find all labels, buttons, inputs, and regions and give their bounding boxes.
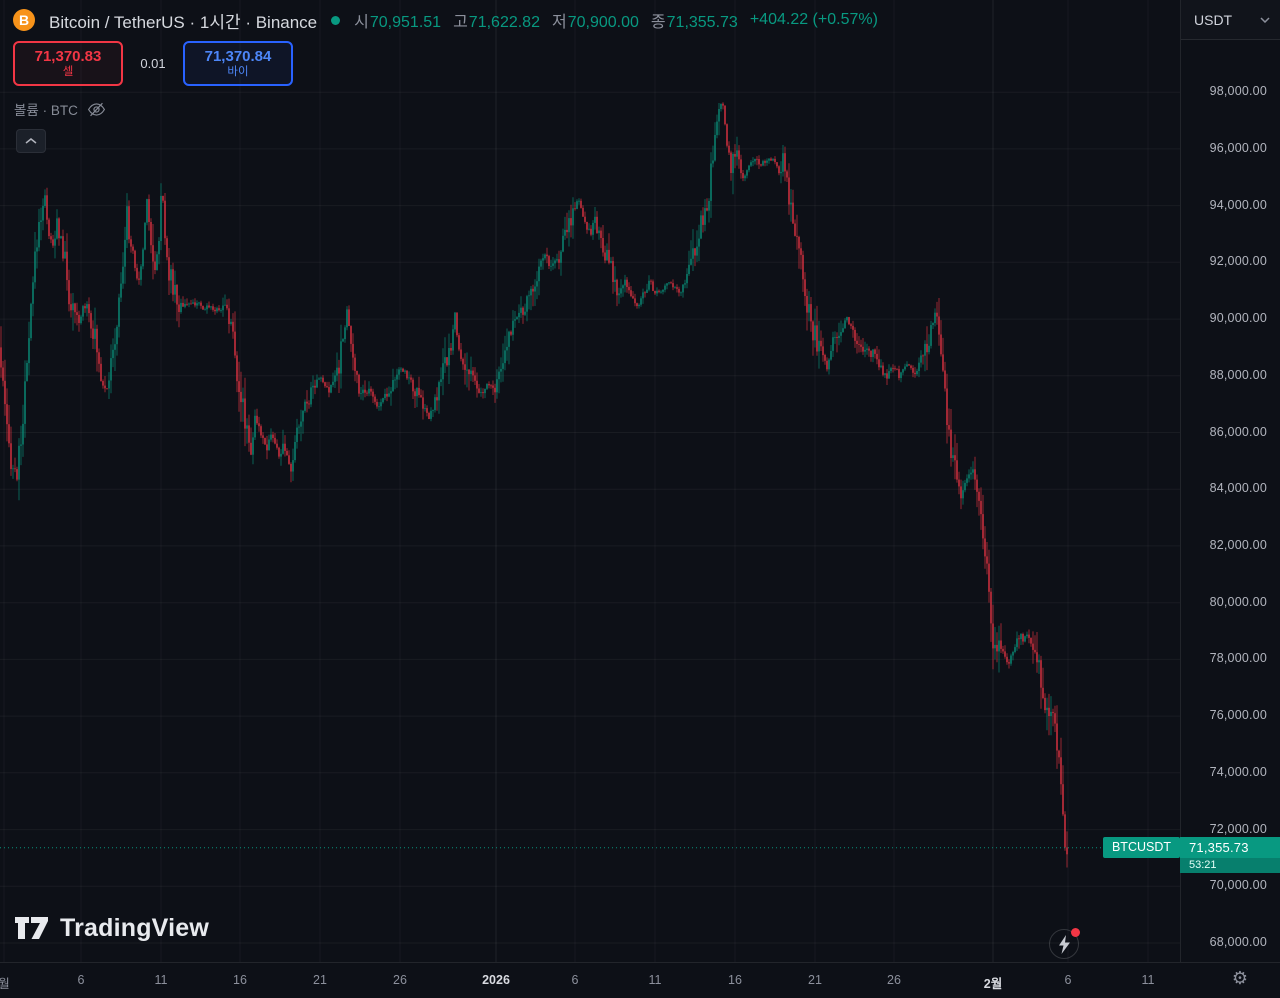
lightning-icon [1058, 934, 1070, 954]
time-axis-label: 21 [808, 973, 822, 987]
spread-value: 0.01 [140, 56, 166, 71]
trade-panel: 71,370.83 셀 0.01 71,370.84 바이 [13, 41, 293, 86]
notification-dot [1071, 928, 1080, 937]
sell-label: 셀 [62, 66, 74, 79]
buy-label: 바이 [227, 66, 249, 79]
time-axis-label: 16 [728, 973, 742, 987]
time-axis-label: 월 [0, 977, 10, 991]
buy-button[interactable]: 71,370.84 바이 [183, 41, 293, 86]
ohlc-low: 저70,900.00 [551, 14, 639, 31]
settings-gear-icon[interactable]: ⚙ [1231, 968, 1248, 989]
tradingview-logo[interactable]: TradingView [14, 913, 209, 943]
price-axis-label: 76,000.00 [1209, 708, 1267, 723]
chart-pane[interactable] [0, 0, 1180, 962]
price-axis-label: 84,000.00 [1209, 481, 1267, 496]
time-axis-label: 26 [393, 973, 407, 987]
price-axis-label: 92,000.00 [1209, 254, 1267, 269]
price-axis-label: 98,000.00 [1209, 84, 1267, 99]
price-axis-label: 80,000.00 [1209, 594, 1267, 609]
time-axis-label: 2월 [983, 977, 1003, 991]
sell-button[interactable]: 71,370.83 셀 [13, 41, 123, 86]
collapse-pane-button[interactable] [16, 129, 46, 153]
price-axis-label: 90,000.00 [1209, 311, 1267, 326]
price-axis-label: 78,000.00 [1209, 651, 1267, 666]
buy-price: 71,370.84 [204, 47, 272, 65]
time-axis-label: 21 [313, 973, 327, 987]
ohlc-change: +404.22 (+0.57%) [749, 11, 878, 28]
price-axis-label: 94,000.00 [1209, 197, 1267, 212]
price-axis[interactable]: USDT 98,000.00 96,000.00 94,000.00 92,000.0… [1180, 0, 1280, 962]
time-axis-label: 11 [154, 973, 168, 987]
time-axis-label: 2026 [482, 973, 510, 987]
ohlc-high: 고71,622.82 [453, 14, 540, 31]
currency-dropdown-label: USDT [1194, 11, 1233, 28]
time-axis-label: 11 [1141, 973, 1155, 987]
last-price-symbol: BTCUSDT [1111, 839, 1171, 854]
market-status-dot [331, 15, 341, 25]
ohlc-close: 종71,355.73 [650, 14, 738, 31]
price-axis-label: 86,000.00 [1209, 424, 1267, 439]
ohlc-open: 시70,951.51 [354, 14, 442, 31]
time-axis-label: 26 [887, 973, 901, 987]
price-axis-label: 72,000.00 [1209, 821, 1267, 836]
tradingview-wordmark: TradingView [60, 913, 210, 942]
time-axis-label: 6 [1064, 973, 1072, 987]
price-axis-label: 82,000.00 [1209, 537, 1267, 552]
last-price-value: 71,355.73 [1180, 836, 1280, 858]
time-axis[interactable]: 월 6 11 16 21 26 2026 6 11 16 21 26 2월 6 11 ⚙ [0, 962, 1280, 998]
candlestick-chart[interactable] [0, 0, 1180, 962]
time-axis-label: 11 [648, 973, 662, 987]
bitcoin-icon: B [13, 9, 35, 31]
last-price-flag: 71,355.73 53:21 [1180, 836, 1280, 873]
instant-order-button[interactable] [1049, 928, 1080, 959]
price-axis-label: 96,000.00 [1209, 140, 1267, 155]
last-price-symbol-flag: BTCUSDT [1102, 836, 1180, 858]
price-axis-label: 74,000.00 [1209, 764, 1267, 779]
price-axis-label: 70,000.00 [1209, 878, 1267, 893]
candle-countdown: 53:21 [1180, 857, 1280, 873]
chevron-up-icon [25, 138, 37, 144]
price-axis-label: 88,000.00 [1209, 367, 1267, 382]
tradingview-mark-icon [15, 917, 48, 939]
chevron-down-icon [1260, 16, 1270, 23]
sell-price: 71,370.83 [34, 47, 102, 65]
currency-dropdown[interactable]: USDT [1181, 0, 1280, 40]
time-axis-label: 6 [571, 973, 579, 987]
symbol-legend-bar: B Bitcoin / TetherUS · 1시간 · Binance 시70… [0, 0, 878, 40]
ohlc-values: 시70,951.51 고71,622.82 저70,900.00 종71,355… [354, 8, 878, 32]
symbol-title[interactable]: Bitcoin / TetherUS · 1시간 · Binance [49, 12, 318, 32]
price-axis-label: 68,000.00 [1209, 934, 1267, 949]
time-axis-label: 6 [77, 973, 85, 987]
time-axis-label: 16 [233, 973, 247, 987]
eye-off-icon[interactable] [87, 100, 106, 119]
volume-indicator-legend[interactable]: 볼륨 · BTC [14, 99, 106, 119]
volume-indicator-label: 볼륨 · BTC [14, 103, 78, 118]
